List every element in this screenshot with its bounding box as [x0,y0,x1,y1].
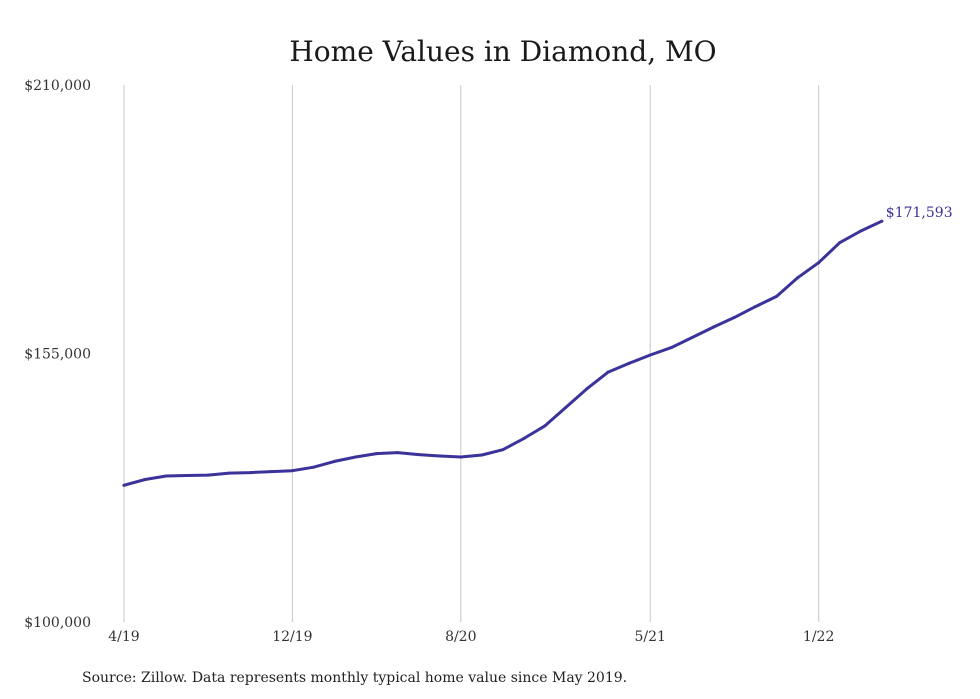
data-point [459,455,463,459]
data-point [417,453,421,457]
data-point [880,219,884,223]
source-note: Source: Zillow. Data represents monthly … [82,670,627,686]
data-point [269,470,273,474]
x-tick-label: 5/21 [635,629,666,645]
x-tick-label: 12/19 [272,629,312,645]
x-axis-ticks: 4/19 12/19 8/20 5/21 1/22 [108,629,834,645]
data-point [606,370,610,374]
chart-title: Home Values in Diamond, MO [289,35,716,68]
data-point [690,335,694,339]
data-point [206,473,210,477]
data-point [185,474,189,478]
y-tick-label: $155,000 [24,347,91,363]
data-point [732,315,736,319]
data-point [501,448,505,452]
x-tick-label: 4/19 [108,629,139,645]
data-point [711,325,715,329]
x-tick-label: 8/20 [445,629,476,645]
y-tick-label: $100,000 [24,615,91,631]
data-point [585,387,589,391]
data-point [817,261,821,265]
data-point [564,405,568,409]
end-value-label: $171,593 [886,205,953,221]
data-point [480,453,484,457]
data-point [859,229,863,233]
y-tick-label: $210,000 [24,78,91,94]
data-point [290,469,294,473]
data-point [333,459,336,463]
y-axis-ticks: $100,000 $155,000 $210,000 [24,78,91,631]
data-point [375,452,379,456]
data-point [354,455,358,459]
data-point [754,305,757,309]
data-point [311,465,315,469]
data-point [775,294,779,298]
data-point [543,424,547,428]
series-layer [122,219,884,487]
data-point [648,353,652,357]
data-point [122,483,126,487]
data-point [248,471,252,475]
data-point [522,436,526,440]
data-point [396,451,400,455]
data-point [143,477,147,481]
x-tick-label: 1/22 [803,629,834,645]
grid-lines [123,85,820,622]
data-point [438,454,442,458]
data-point [838,241,842,245]
data-point [796,276,800,280]
data-point [627,361,631,365]
data-point [669,346,673,350]
data-point [164,474,168,478]
data-point [227,471,231,475]
series-line-0 [122,219,884,487]
